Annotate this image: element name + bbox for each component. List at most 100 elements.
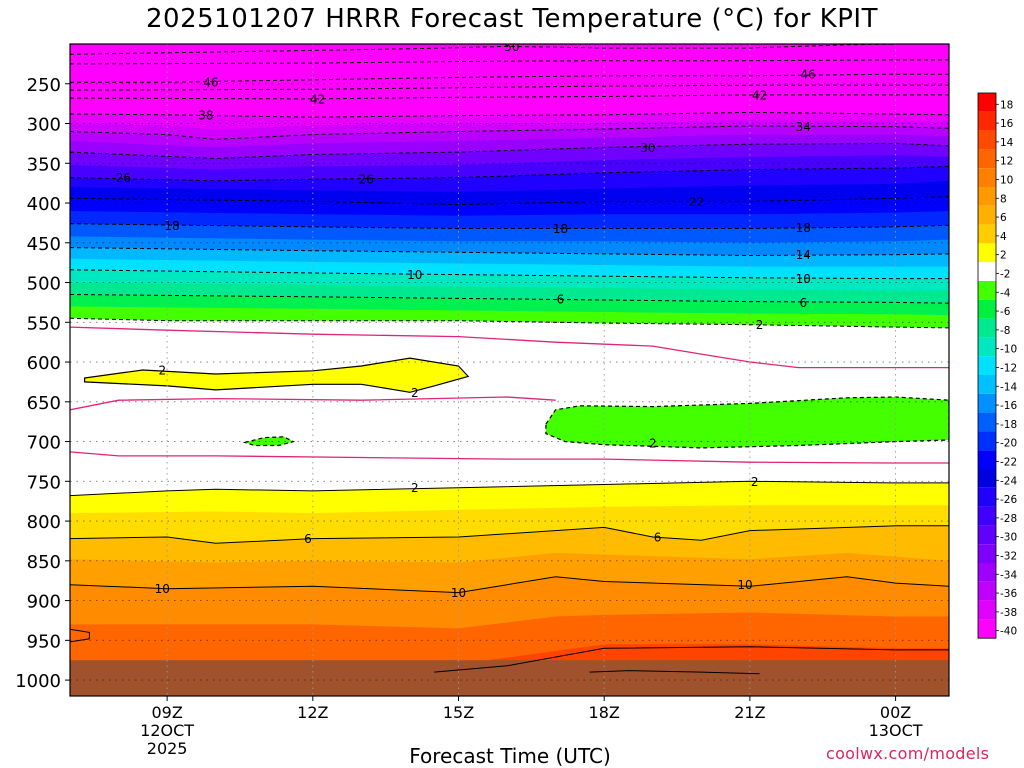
colorbar-label-28: -40 (1000, 626, 1017, 638)
colorbar-label-14: -12 (1000, 362, 1017, 374)
isotherm-label--26-1: 26 (359, 173, 374, 187)
colorbar-label-11: -6 (1000, 306, 1011, 318)
colorbar-swatch-28 (978, 619, 996, 639)
y-tick-label-450: 450 (27, 234, 61, 255)
colorbar-swatch-3 (978, 149, 996, 169)
colorbar-swatch-7 (978, 224, 996, 244)
isotherm--42 (70, 94, 949, 100)
colorbar-label-6: 6 (1000, 212, 1007, 224)
isotherm-label--42-1: 42 (752, 88, 767, 102)
colorbar-label-22: -28 (1000, 513, 1017, 525)
colorbar-label-26: -36 (1000, 588, 1017, 600)
isotherm--46 (70, 73, 949, 83)
colorbar-label-13: -10 (1000, 344, 1017, 356)
y-tick-label-900: 900 (27, 592, 61, 613)
colorbar-label-0: 18 (1000, 99, 1013, 111)
colorbar-swatch-23 (978, 525, 996, 545)
isotherm-label--18-2: 18 (796, 221, 811, 235)
colorbar-label-25: -34 (1000, 569, 1017, 581)
isotherm-12 (70, 628, 90, 643)
colorbar-swatch-16 (978, 393, 996, 413)
isotherm-label-2-1: 2 (751, 475, 759, 489)
y-tick-label-600: 600 (27, 353, 61, 374)
isotherm-label--18-0: 18 (164, 219, 179, 233)
isotherm-label--6-1: 6 (799, 296, 807, 310)
isotherm--22 (70, 196, 949, 206)
colorbar-label-7: 4 (1000, 231, 1007, 243)
isotherm-label-10-0: 10 (155, 582, 170, 596)
y-tick-label-300: 300 (27, 115, 61, 136)
isotherm-label-6-1: 6 (654, 530, 662, 544)
isotherm-2 (70, 480, 949, 497)
colorbar-label-2: 14 (1000, 137, 1014, 149)
colorbar-label-3: 12 (1000, 156, 1013, 168)
x-tick-label-9-1: 12OCT (140, 721, 194, 740)
y-tick-label-750: 750 (27, 472, 61, 493)
colorbar-swatch-21 (978, 487, 996, 507)
colorbar-swatch-1 (978, 111, 996, 131)
colorbar-label-12: -8 (1000, 325, 1010, 337)
colorbar: 18 16 14 12 10 8 6 4 2 -2 -4 -6 -8 -10 -12 -14 -16 -18 -20… (977, 92, 1017, 639)
isotherm-label--46-1: 46 (801, 68, 816, 82)
colorbar-label-27: -38 (1000, 607, 1017, 619)
zero-isotherm-1 (70, 396, 556, 411)
colorbar-swatch-6 (978, 205, 996, 225)
y-tick-label-950: 950 (27, 631, 61, 652)
y-tick-label-700: 700 (27, 433, 61, 454)
colorbar-label-1: 16 (1000, 118, 1014, 130)
colorbar-swatch-17 (978, 412, 996, 432)
isotherm--34 (70, 125, 949, 140)
isotherm--50 (70, 44, 930, 55)
x-tick-label-9-2: 2025 (147, 739, 188, 758)
plot-frame (69, 43, 950, 697)
zero-isotherm-2 (70, 451, 949, 464)
site-credit[interactable]: coolwx.com/models (826, 744, 990, 763)
colorbar-frame (977, 92, 997, 639)
x-tick-label-18-0: 18Z (589, 703, 620, 722)
colorbar-label-5: 8 (1000, 193, 1007, 205)
colorbar-swatch-25 (978, 563, 996, 582)
colorbar-swatch-15 (978, 375, 996, 394)
isotherm--26 (70, 165, 949, 182)
colorbar-label-24: -32 (1000, 550, 1017, 562)
y-tick-label-500: 500 (27, 274, 61, 295)
region-warm-layer-above-0 (84, 357, 470, 393)
isotherm--30 (70, 142, 949, 160)
isotherm--44 (70, 84, 949, 91)
y-tick-label-400: 400 (27, 194, 61, 215)
colorbar-swatch-19 (978, 450, 996, 469)
colorbar-swatch-12 (978, 318, 996, 338)
region-label-1: 2 (411, 386, 419, 400)
colorbar-swatch-5 (978, 187, 996, 206)
colorbar-swatch-10 (978, 281, 996, 300)
colorbar-label-20: -24 (1000, 475, 1017, 487)
colorbar-label-23: -30 (1000, 532, 1017, 544)
isotherm--2 (70, 317, 949, 329)
isotherm--18 (70, 223, 949, 229)
chart-title: 2025101207 HRRR Forecast Temperature (°C… (146, 4, 878, 34)
y-tick-label-650: 650 (27, 393, 61, 414)
x-tick-label-12-0: 12Z (297, 703, 328, 722)
isotherm-label--14-0: 14 (796, 248, 811, 262)
isotherm-label--6-0: 6 (557, 293, 565, 307)
colorbar-swatch-11 (978, 299, 996, 319)
colorbar-label-19: -22 (1000, 456, 1017, 468)
y-tick-label-550: 550 (27, 313, 61, 334)
colorbar-label-15: -14 (1000, 381, 1017, 393)
y-tick-label-1000: 1000 (15, 671, 61, 692)
isotherm-label--30-0: 30 (640, 141, 655, 155)
isotherm-label-10-2: 10 (737, 578, 752, 592)
isotherm-10 (70, 576, 949, 594)
colorbar-label-9: -2 (1000, 268, 1010, 280)
colorbar-swatch-8 (978, 243, 996, 263)
region-small-cool-pocket (242, 436, 296, 447)
isotherm-label--2-0: 2 (756, 318, 764, 332)
isotherm--6 (70, 294, 949, 304)
colorbar-label-21: -26 (1000, 494, 1017, 506)
colorbar-swatch-18 (978, 431, 996, 451)
colorbar-label-17: -18 (1000, 419, 1017, 431)
isotherm-label--38-0: 38 (198, 108, 213, 122)
x-tick-label-21-0: 21Z (734, 703, 765, 722)
